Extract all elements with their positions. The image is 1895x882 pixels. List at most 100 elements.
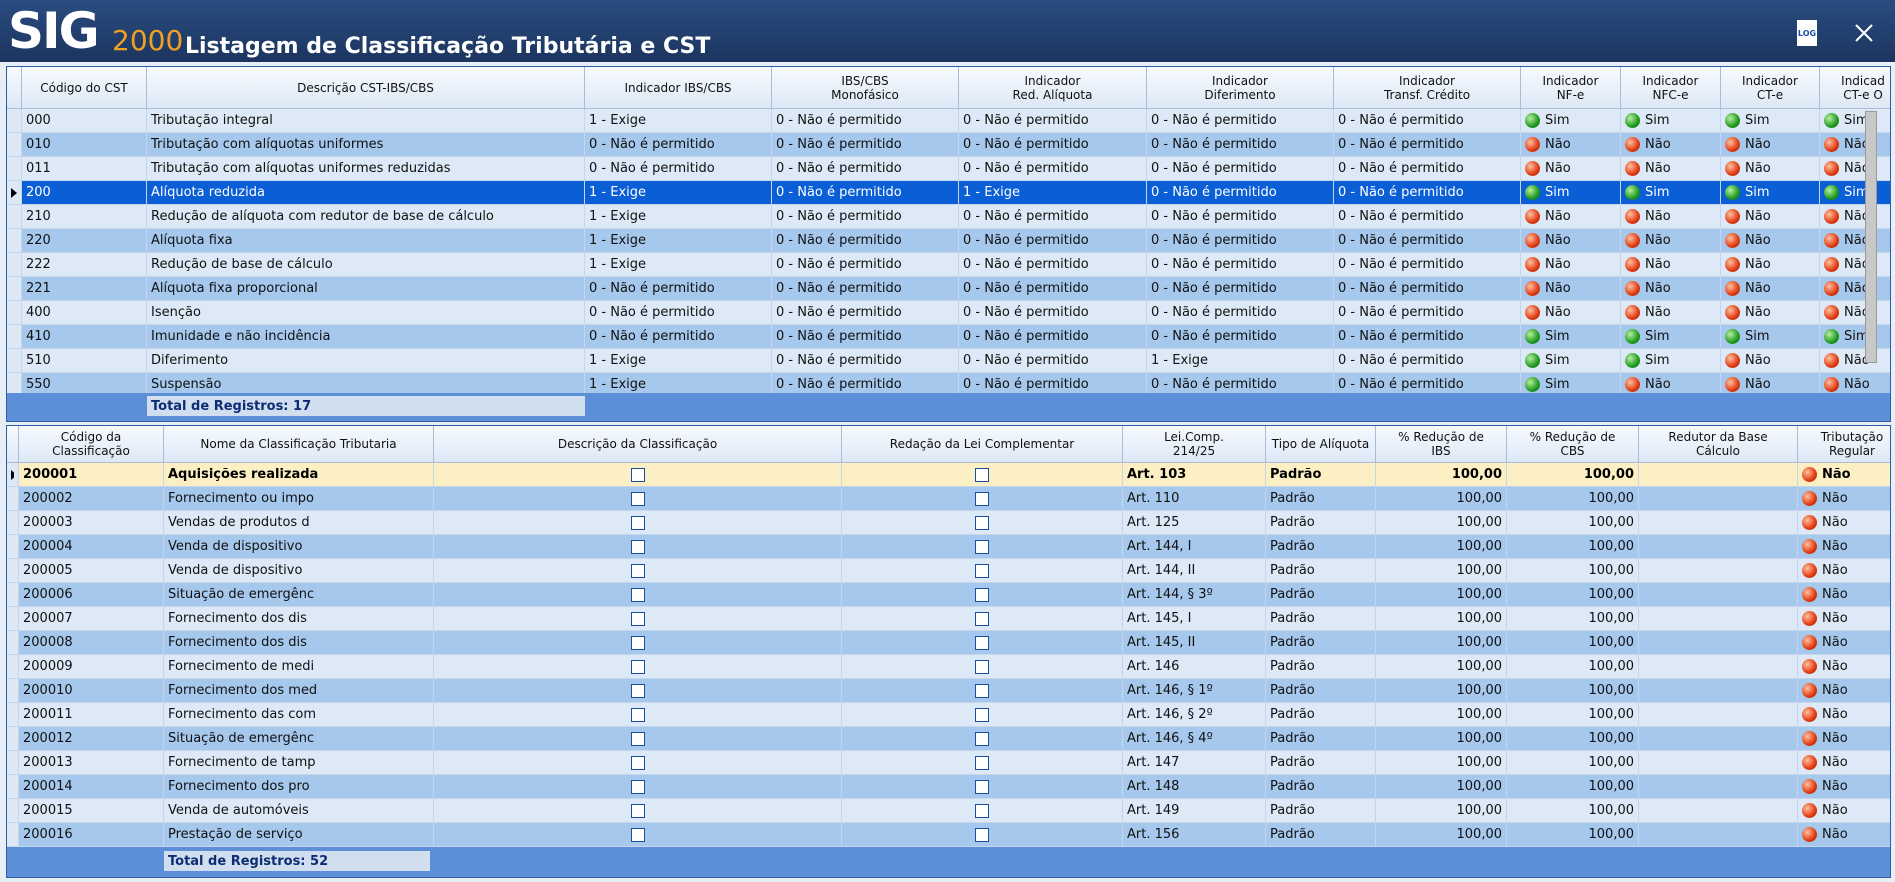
grid-row[interactable]: 210 Redução de alíquota com redutor de ba… bbox=[7, 205, 1890, 229]
text-icon[interactable] bbox=[975, 563, 989, 578]
column-header[interactable]: % Redução de IBS bbox=[1376, 426, 1507, 463]
text-icon[interactable] bbox=[975, 707, 989, 722]
text-icon[interactable] bbox=[975, 491, 989, 506]
column-header[interactable]: Código do CST bbox=[22, 67, 147, 109]
text-icon[interactable] bbox=[975, 779, 989, 794]
status-text: Sim bbox=[1745, 329, 1770, 344]
text-icon[interactable] bbox=[630, 683, 645, 698]
grid-row[interactable]: 200015 Venda de automóveis Art. 149 Padrão 1… bbox=[7, 799, 1890, 823]
grid-row[interactable]: 200006 Situação de emergênc Art. 144, § 3º… bbox=[7, 583, 1890, 607]
grid-cell: Não bbox=[1820, 349, 1890, 373]
grid-row[interactable]: 200 Alíquota reduzida 1 - Exige 0 - Não é p… bbox=[7, 181, 1890, 205]
column-header[interactable]: Indicador IBS/CBS bbox=[585, 67, 772, 109]
text-icon[interactable] bbox=[975, 659, 989, 674]
grid-row[interactable]: 200003 Vendas de produtos d Art. 125 Padrão… bbox=[7, 511, 1890, 535]
text-icon[interactable] bbox=[630, 779, 645, 794]
text-icon[interactable] bbox=[630, 803, 645, 818]
grid-row[interactable]: 200012 Situação de emergênc Art. 146, § 4º… bbox=[7, 727, 1890, 751]
grid-cell: 0 - Não é permitido bbox=[1147, 253, 1334, 277]
text-icon[interactable] bbox=[630, 563, 645, 578]
grid-cell: 0 - Não é permitido bbox=[585, 133, 772, 157]
grid-cell bbox=[842, 463, 1123, 487]
text-icon[interactable] bbox=[630, 611, 645, 626]
grid-row[interactable]: 200014 Fornecimento dos pro Art. 148 Padrão… bbox=[7, 775, 1890, 799]
column-header[interactable]: Indicador Transf. Crédito bbox=[1334, 67, 1521, 109]
column-header[interactable]: Indicad CT-e O bbox=[1820, 67, 1890, 109]
status-icon bbox=[1525, 209, 1540, 224]
row-indicator bbox=[7, 205, 22, 229]
text-icon[interactable] bbox=[630, 659, 645, 674]
grid-cell: 0 - Não é permitido bbox=[1334, 277, 1521, 301]
grid-row[interactable]: 510 Diferimento 1 - Exige 0 - Não é permiti… bbox=[7, 349, 1890, 373]
grid-row[interactable]: 200002 Fornecimento ou impo Art. 110 Padrão… bbox=[7, 487, 1890, 511]
grid-cell: Alíquota fixa bbox=[147, 229, 585, 253]
grid-row[interactable]: 400 Isenção 0 - Não é permitido 0 - Não é p… bbox=[7, 301, 1890, 325]
column-header[interactable]: Indicador CT-e bbox=[1721, 67, 1820, 109]
text-icon[interactable] bbox=[630, 731, 645, 746]
column-header[interactable]: Indicador NFC-e bbox=[1621, 67, 1721, 109]
text-icon[interactable] bbox=[630, 467, 645, 482]
text-icon[interactable] bbox=[630, 707, 645, 722]
text-icon[interactable] bbox=[630, 491, 645, 506]
text-icon[interactable] bbox=[975, 803, 989, 818]
column-header[interactable]: Nome da Classificação Tributaria bbox=[164, 426, 434, 463]
column-header[interactable]: Código da Classificação bbox=[19, 426, 164, 463]
grid-row[interactable]: 222 Redução de base de cálculo 1 - Exige 0 … bbox=[7, 253, 1890, 277]
grid-cell: 1 - Exige bbox=[585, 373, 772, 393]
text-icon[interactable] bbox=[975, 635, 989, 650]
log-button[interactable]: LOG bbox=[1797, 20, 1817, 46]
grid-row[interactable]: 200016 Prestação de serviço Art. 156 Padrão… bbox=[7, 823, 1890, 847]
column-header[interactable]: Indicador NF-e bbox=[1521, 67, 1621, 109]
grid-cell bbox=[1639, 583, 1798, 607]
grid-row[interactable]: 200010 Fornecimento dos med Art. 146, § 1º… bbox=[7, 679, 1890, 703]
text-icon[interactable] bbox=[975, 515, 989, 530]
grid-row[interactable]: 550 Suspensão 1 - Exige 0 - Não é permitido… bbox=[7, 373, 1890, 393]
text-icon[interactable] bbox=[975, 683, 989, 698]
text-icon[interactable] bbox=[975, 755, 989, 770]
grid-cell bbox=[1639, 559, 1798, 583]
column-header[interactable]: % Redução de CBS bbox=[1507, 426, 1639, 463]
column-header[interactable]: Indicador Diferimento bbox=[1147, 67, 1334, 109]
text-icon[interactable] bbox=[975, 539, 989, 554]
column-header[interactable]: Lei.Comp. 214/25 bbox=[1123, 426, 1266, 463]
grid-row[interactable]: 200008 Fornecimento dos dis Art. 145, II Pa… bbox=[7, 631, 1890, 655]
grid-row[interactable]: 200004 Venda de dispositivo Art. 144, I Pad… bbox=[7, 535, 1890, 559]
column-header[interactable]: Tributação Regular bbox=[1798, 426, 1890, 463]
close-button[interactable] bbox=[1854, 23, 1874, 43]
text-icon[interactable] bbox=[975, 827, 989, 842]
text-icon[interactable] bbox=[975, 611, 989, 626]
column-header[interactable]: Tipo de Alíquota bbox=[1266, 426, 1376, 463]
text-icon[interactable] bbox=[630, 539, 645, 554]
grid-row[interactable]: 200009 Fornecimento de medi Art. 146 Padrão… bbox=[7, 655, 1890, 679]
column-header[interactable]: Indicador Red. Alíquota bbox=[959, 67, 1147, 109]
text-icon[interactable] bbox=[975, 467, 989, 482]
row-indicator bbox=[7, 703, 19, 727]
grid-row[interactable]: 200011 Fornecimento das com Art. 146, § 2º… bbox=[7, 703, 1890, 727]
grid-row[interactable]: 200001 Aquisições realizada Art. 103 Padrão… bbox=[7, 463, 1890, 487]
text-icon[interactable] bbox=[630, 515, 645, 530]
text-icon[interactable] bbox=[975, 587, 989, 602]
grid-row[interactable]: 410 Imunidade e não incidência 0 - Não é p… bbox=[7, 325, 1890, 349]
text-icon[interactable] bbox=[630, 755, 645, 770]
grid-cell: 200006 bbox=[19, 583, 164, 607]
grid-row[interactable]: 011 Tributação com alíquotas uniformes re… bbox=[7, 157, 1890, 181]
column-header[interactable]: Redação da Lei Complementar bbox=[842, 426, 1123, 463]
column-header[interactable]: Descrição da Classificação bbox=[434, 426, 842, 463]
grid-row[interactable]: 000 Tributação integral 1 - Exige 0 - Não é… bbox=[7, 109, 1890, 133]
grid-row[interactable]: 221 Alíquota fixa proporcional 0 - Não é p… bbox=[7, 277, 1890, 301]
text-icon[interactable] bbox=[630, 827, 645, 842]
text-icon[interactable] bbox=[630, 635, 645, 650]
column-header[interactable]: Descrição CST-IBS/CBS bbox=[147, 67, 585, 109]
grid-row[interactable]: 200005 Venda de dispositivo Art. 144, II Pa… bbox=[7, 559, 1890, 583]
grid-row[interactable]: 220 Alíquota fixa 1 - Exige 0 - Não é permi… bbox=[7, 229, 1890, 253]
grid-row[interactable]: 010 Tributação com alíquotas uniformes 0 -… bbox=[7, 133, 1890, 157]
text-icon[interactable] bbox=[975, 731, 989, 746]
status-icon bbox=[1802, 803, 1817, 818]
grid-row[interactable]: 200007 Fornecimento dos dis Art. 145, I Pad… bbox=[7, 607, 1890, 631]
text-icon[interactable] bbox=[630, 587, 645, 602]
column-header[interactable]: IBS/CBS Monofásico bbox=[772, 67, 959, 109]
grid-cell: Não bbox=[1798, 727, 1890, 751]
column-header[interactable]: Redutor da Base Cálculo bbox=[1639, 426, 1798, 463]
grid-cell: 100,00 bbox=[1507, 607, 1639, 631]
grid-row[interactable]: 200013 Fornecimento de tamp Art. 147 Padrão… bbox=[7, 751, 1890, 775]
